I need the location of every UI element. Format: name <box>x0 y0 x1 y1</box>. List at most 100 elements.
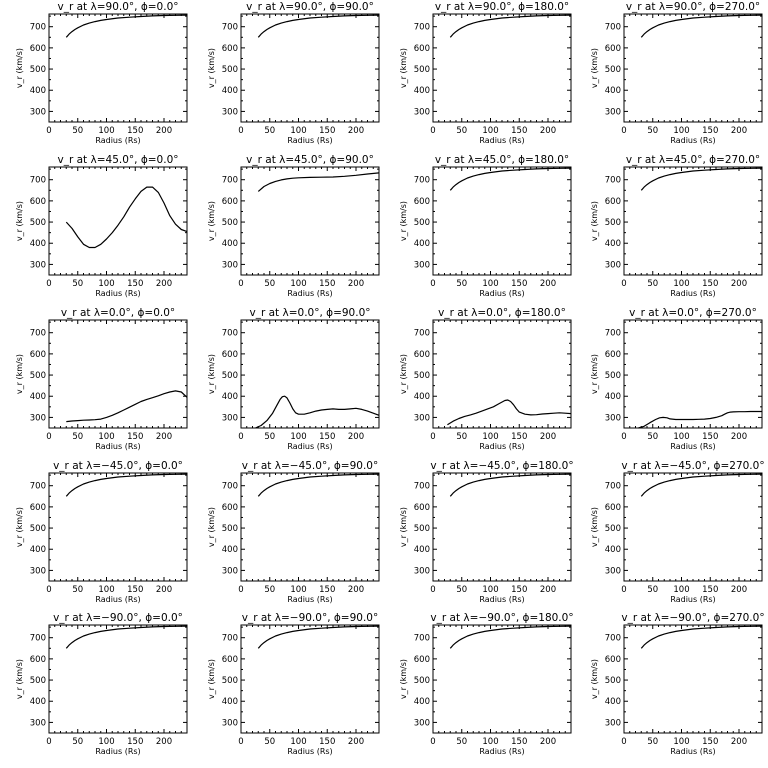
x-axis-label: Radius (Rs) <box>95 289 140 298</box>
x-tick-label: 150 <box>127 126 143 136</box>
series-line <box>257 14 380 38</box>
x-tick-label: 200 <box>731 279 747 289</box>
x-tick-label: 50 <box>456 126 467 136</box>
plot-frame <box>48 472 188 582</box>
x-tick-label: 100 <box>482 737 498 747</box>
x-tick-label: 100 <box>482 279 498 289</box>
y-tick-label: 400 <box>222 697 238 707</box>
chart-panel: 0 50 100 150 200 300 400 500 600 700 v_r at λ=45.0… <box>207 154 380 298</box>
chart-title: v_r at λ=90.0°, ϕ=270.0° <box>626 1 760 13</box>
series-line <box>638 410 762 429</box>
x-tick-label: 50 <box>647 279 658 289</box>
x-tick-label: 150 <box>511 126 527 136</box>
y-axis-label: v_r (km/s) <box>207 507 216 547</box>
series-line <box>449 625 572 649</box>
x-axis-label: Radius (Rs) <box>670 289 715 298</box>
x-tick-label: 150 <box>511 585 527 595</box>
y-tick-label: 400 <box>30 392 46 402</box>
x-axis-label: Radius (Rs) <box>287 289 332 298</box>
chart-panel: 0 50 100 150 200 300 400 500 600 700 v_r at λ=0.0°… <box>15 307 188 451</box>
y-tick-label: 400 <box>30 697 46 707</box>
x-tick-label: 150 <box>511 432 527 442</box>
series-line <box>640 473 763 497</box>
x-axis-label: Radius (Rs) <box>287 136 332 145</box>
x-tick-label: 100 <box>482 585 498 595</box>
x-axis-label: Radius (Rs) <box>670 136 715 145</box>
series-line <box>65 625 188 649</box>
x-tick-label: 50 <box>264 432 275 442</box>
y-tick-label: 600 <box>605 503 621 513</box>
y-axis-label: v_r (km/s) <box>399 201 408 241</box>
y-tick-label: 600 <box>414 197 430 207</box>
series-line <box>447 399 572 426</box>
y-tick-label: 400 <box>222 545 238 555</box>
y-tick-label: 500 <box>605 676 621 686</box>
plot-frame <box>432 624 572 734</box>
plot-frame <box>432 166 572 276</box>
x-tick-label: 0 <box>621 279 626 289</box>
series-line <box>640 14 763 38</box>
y-tick-label: 300 <box>414 260 430 270</box>
x-tick-label: 50 <box>456 585 467 595</box>
chart-title: v_r at λ=−90.0°, ϕ=270.0° <box>621 612 764 624</box>
chart-title: v_r at λ=0.0°, ϕ=90.0° <box>250 307 371 319</box>
x-axis-label: Radius (Rs) <box>479 747 524 756</box>
x-tick-label: 150 <box>702 126 718 136</box>
y-tick-label: 400 <box>414 545 430 555</box>
y-tick-label: 700 <box>414 482 430 492</box>
y-tick-label: 300 <box>30 718 46 728</box>
y-tick-label: 300 <box>30 260 46 270</box>
chart-title: v_r at λ=45.0°, ϕ=0.0° <box>58 154 179 166</box>
y-axis-label: v_r (km/s) <box>15 354 24 394</box>
x-tick-label: 150 <box>511 737 527 747</box>
chart-title: v_r at λ=−90.0°, ϕ=90.0° <box>242 612 378 624</box>
chart-title: v_r at λ=90.0°, ϕ=90.0° <box>246 1 374 13</box>
y-tick-label: 300 <box>222 718 238 728</box>
chart-title: v_r at λ=−90.0°, ϕ=0.0° <box>53 612 183 624</box>
x-axis-label: Radius (Rs) <box>95 136 140 145</box>
chart-panel: 0 50 100 150 200 300 400 500 600 700 v_r at λ=90.0… <box>590 1 763 145</box>
x-tick-label: 200 <box>540 432 556 442</box>
y-axis-label: v_r (km/s) <box>15 659 24 699</box>
y-axis-label: v_r (km/s) <box>399 354 408 394</box>
y-tick-label: 700 <box>414 23 430 33</box>
chart-title: v_r at λ=−45.0°, ϕ=180.0° <box>430 460 573 472</box>
series-line <box>257 172 380 192</box>
plot-frame <box>240 472 380 582</box>
series-line <box>640 625 763 649</box>
x-axis-label: Radius (Rs) <box>479 136 524 145</box>
y-tick-label: 300 <box>222 566 238 576</box>
x-tick-label: 200 <box>156 279 172 289</box>
chart-panel: 0 50 100 150 200 300 400 500 600 700 v_r at λ=−90.… <box>15 612 188 756</box>
x-axis-label: Radius (Rs) <box>95 747 140 756</box>
y-tick-label: 400 <box>605 545 621 555</box>
x-tick-label: 100 <box>290 432 306 442</box>
y-tick-label: 400 <box>30 239 46 249</box>
y-tick-label: 300 <box>222 107 238 117</box>
y-tick-label: 300 <box>30 107 46 117</box>
y-tick-label: 300 <box>605 718 621 728</box>
y-tick-label: 600 <box>414 503 430 513</box>
y-tick-label: 500 <box>414 524 430 534</box>
y-tick-label: 500 <box>222 676 238 686</box>
chart-panel: 0 50 100 150 200 300 400 500 600 700 v_r at λ=−45.… <box>15 460 188 604</box>
y-axis-label: v_r (km/s) <box>207 201 216 241</box>
y-tick-label: 600 <box>605 655 621 665</box>
x-tick-label: 150 <box>511 279 527 289</box>
y-tick-label: 700 <box>605 329 621 339</box>
y-tick-label: 400 <box>222 239 238 249</box>
plot-frame <box>623 13 763 123</box>
x-tick-label: 50 <box>647 432 658 442</box>
x-tick-label: 100 <box>673 432 689 442</box>
chart-panel: 0 50 100 150 200 300 400 500 600 700 v_r at λ=−90.… <box>207 612 380 756</box>
chart-title: v_r at λ=−90.0°, ϕ=180.0° <box>430 612 573 624</box>
series-line <box>449 14 572 38</box>
y-tick-label: 500 <box>414 218 430 228</box>
x-tick-label: 100 <box>482 126 498 136</box>
x-tick-label: 150 <box>127 432 143 442</box>
x-tick-label: 0 <box>621 432 626 442</box>
y-axis-label: v_r (km/s) <box>590 201 599 241</box>
x-tick-label: 200 <box>540 279 556 289</box>
y-tick-label: 500 <box>414 371 430 381</box>
